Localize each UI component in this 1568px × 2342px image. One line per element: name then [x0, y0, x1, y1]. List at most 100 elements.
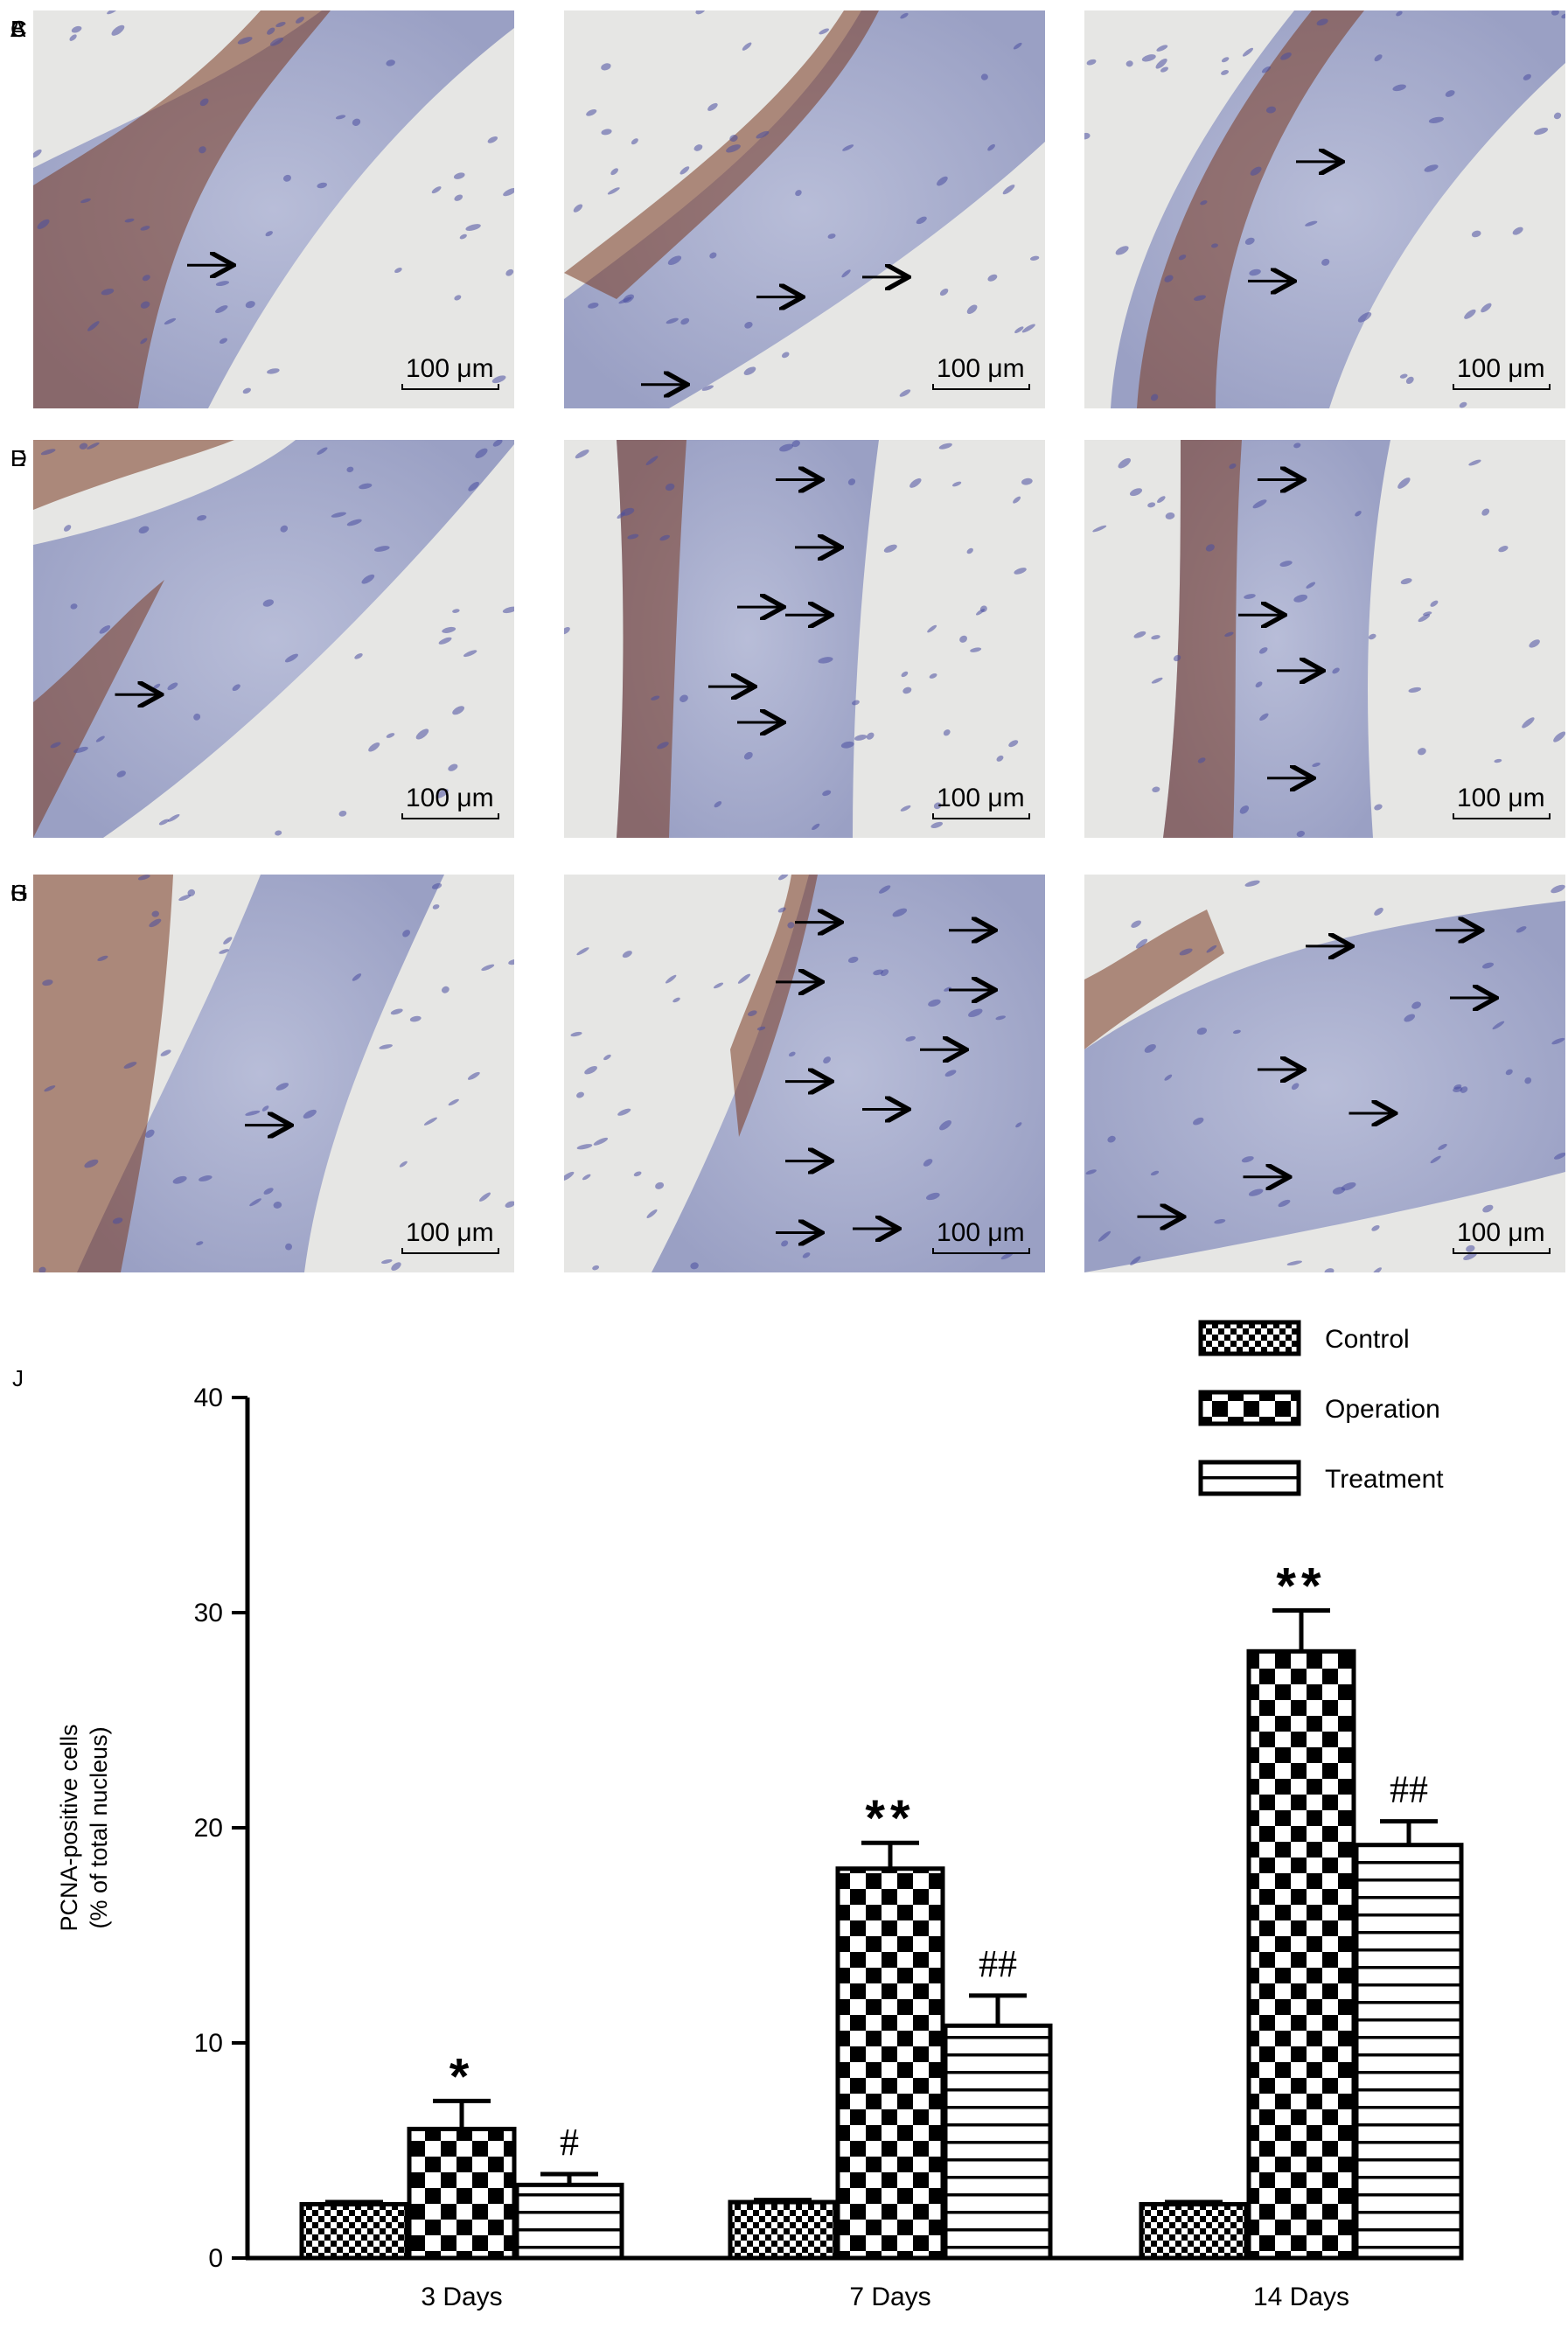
nucleus: [149, 918, 162, 928]
scale-bar: [932, 384, 1030, 390]
nucleus: [847, 956, 859, 964]
nucleus: [1512, 227, 1523, 235]
nucleus: [1524, 1077, 1532, 1084]
bar-operation-2: [1246, 1648, 1356, 2261]
nucleus: [1553, 731, 1565, 742]
micrograph-image: 100 μm: [564, 875, 1045, 1272]
nucleus: [951, 481, 962, 487]
nucleus: [680, 317, 690, 325]
significance-marker: ##: [1390, 1768, 1428, 1811]
nucleus: [866, 732, 875, 740]
vessel-wall: [1111, 10, 1565, 408]
nucleus: [1468, 459, 1481, 466]
nucleus: [959, 635, 968, 643]
nucleus: [1107, 1135, 1116, 1143]
nucleus: [282, 174, 291, 182]
nucleus: [713, 982, 724, 989]
nucleus: [87, 321, 100, 331]
nucleus: [1164, 1074, 1173, 1081]
nucleus: [317, 447, 328, 455]
nucleus: [622, 951, 632, 958]
nucleus: [573, 204, 583, 213]
nucleus: [140, 338, 148, 345]
nucleus: [742, 42, 752, 51]
scale-bar: [1453, 384, 1551, 390]
nucleus: [812, 823, 820, 831]
nucleus: [441, 986, 449, 993]
nucleus: [373, 546, 390, 552]
nucleus: [1374, 54, 1383, 62]
nucleus: [1355, 511, 1362, 517]
nucleus: [928, 999, 941, 1007]
nucleus: [1221, 70, 1230, 75]
legend-swatch-treatment: [1198, 1460, 1301, 1496]
micrograph-image: 100 μm: [33, 440, 514, 838]
nucleus: [564, 1171, 575, 1181]
nucleus: [1249, 268, 1261, 276]
micrograph-image: 100 μm: [564, 440, 1045, 838]
nucleus: [505, 268, 514, 276]
nucleus: [1130, 1256, 1141, 1265]
nucleus: [610, 168, 619, 176]
nucleus: [1147, 502, 1156, 508]
nucleus: [909, 477, 922, 488]
nucleus: [137, 875, 150, 881]
scale-bar: [1453, 1248, 1551, 1254]
nucleus: [1399, 373, 1408, 379]
nucleus: [1224, 631, 1234, 638]
nucleus: [743, 366, 756, 376]
nucleus: [303, 1109, 317, 1119]
nucleus: [1135, 938, 1148, 949]
nucleus: [1471, 230, 1481, 238]
adventitia-stain: [33, 440, 234, 838]
nucleus: [901, 671, 909, 678]
nucleus: [1194, 295, 1206, 301]
nucleus: [361, 574, 375, 584]
nucleus: [1118, 457, 1131, 469]
nucleus: [1463, 1252, 1477, 1260]
nucleus: [781, 352, 790, 359]
micrograph-image: 100 μm: [1084, 875, 1565, 1272]
nucleus: [415, 728, 429, 740]
nucleus: [138, 526, 150, 534]
nucleus: [1438, 1143, 1447, 1151]
nucleus: [97, 955, 108, 961]
adventitia-stain: [1137, 10, 1364, 408]
nucleus: [1392, 84, 1406, 92]
nucleus: [352, 118, 361, 126]
nucleus: [167, 682, 178, 691]
nucleus: [242, 387, 251, 394]
nucleus: [331, 512, 346, 518]
nucleus: [33, 149, 42, 158]
adventitia-stain: [730, 875, 818, 1137]
nucleus: [1125, 60, 1133, 67]
nucleus: [479, 1192, 491, 1202]
y-tick-label: 0: [208, 2244, 223, 2273]
nucleus: [197, 514, 207, 521]
micrograph-image: 100 μm: [564, 10, 1045, 408]
nucleus: [1013, 496, 1021, 504]
nucleus: [659, 534, 670, 541]
panel-label: F: [10, 445, 24, 471]
adventitia-stain: [1084, 910, 1224, 1049]
scale-bar-label: 100 μm: [937, 354, 1025, 383]
micrograph-image: 100 μm: [1084, 10, 1565, 408]
nucleus: [215, 281, 230, 286]
nucleus: [584, 1066, 597, 1075]
nucleus: [1239, 805, 1250, 814]
nucleus: [1131, 920, 1141, 928]
nucleus: [1200, 200, 1208, 206]
nucleus: [1013, 42, 1022, 50]
nucleus: [1321, 258, 1330, 266]
nucleus: [80, 198, 91, 204]
nucleus: [1464, 309, 1476, 319]
nucleus: [1193, 1117, 1204, 1126]
nucleus: [454, 295, 462, 301]
nucleus: [795, 190, 802, 197]
micrograph-panel-b: B 100 μm: [10, 10, 1045, 408]
y-tick-label: 10: [194, 2029, 223, 2058]
nucleus: [709, 252, 717, 259]
nucleus: [1232, 1029, 1241, 1035]
nucleus: [1178, 254, 1187, 261]
nucleus: [1244, 594, 1256, 599]
